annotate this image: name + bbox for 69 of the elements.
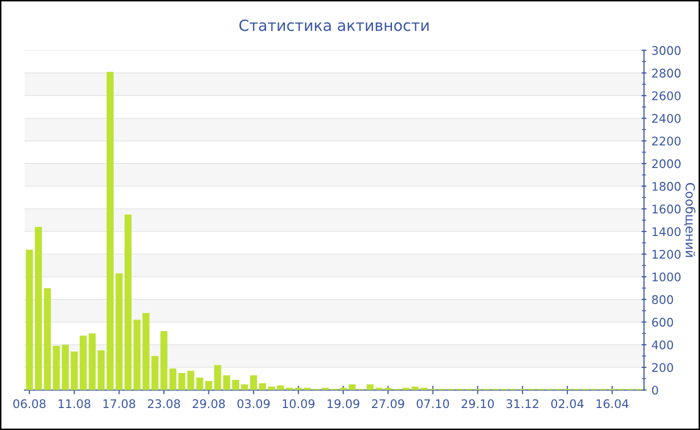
bar <box>34 226 42 390</box>
y-tick-label: 2800 <box>652 68 681 78</box>
bar <box>241 384 248 390</box>
x-tick-label: 17.08 <box>103 399 136 408</box>
bar <box>134 320 141 390</box>
y-tick-label: 800 <box>652 295 674 304</box>
bar <box>402 388 410 390</box>
x-tick-label: 23.08 <box>148 399 180 408</box>
x-tick-label: 03.09 <box>237 399 270 408</box>
bar <box>259 383 266 390</box>
bar <box>187 370 194 390</box>
bar <box>411 386 418 390</box>
y-tick-label: 1000 <box>652 272 681 282</box>
bar <box>62 344 69 390</box>
x-tick-label: 07.10 <box>416 399 449 408</box>
bar <box>420 388 428 390</box>
x-tick-label: 11.08 <box>58 399 90 408</box>
bar <box>106 72 114 390</box>
bar <box>169 368 176 390</box>
y-tick-label: 200 <box>652 363 674 372</box>
bar <box>223 375 230 390</box>
bar <box>178 373 186 390</box>
bar <box>142 313 150 390</box>
bar <box>151 356 158 390</box>
y-tick-label: 600 <box>652 318 674 327</box>
bar <box>348 384 356 390</box>
bar <box>268 386 275 390</box>
bar <box>88 333 96 390</box>
y-tick-label: 2000 <box>652 159 681 168</box>
chart-title: Статистика активности <box>239 20 429 32</box>
bar <box>294 388 302 390</box>
y-tick-label: 0 <box>652 386 658 395</box>
y-tick-label: 1200 <box>652 250 681 259</box>
y-tick-label: 2600 <box>652 91 681 100</box>
x-tick-label: 29.10 <box>462 399 494 408</box>
bar <box>304 388 311 390</box>
y-tick-label: 1600 <box>652 204 681 214</box>
bar <box>160 331 168 390</box>
x-tick-label: 19.09 <box>328 399 360 408</box>
y-tick-label: 400 <box>652 340 674 350</box>
x-tick-label: 27.09 <box>372 399 404 408</box>
y-tick-label: 2400 <box>652 114 681 123</box>
bar <box>322 388 329 390</box>
bar <box>52 346 60 390</box>
bar <box>286 388 293 390</box>
bar <box>214 365 222 390</box>
y-axis-title: Сообщений <box>684 183 696 257</box>
bar <box>376 388 383 390</box>
bar <box>98 350 105 390</box>
bar <box>116 273 123 390</box>
bar <box>124 214 132 390</box>
x-tick-label: 16.04 <box>596 399 628 408</box>
y-tick-label: 1800 <box>652 182 681 191</box>
y-tick-label: 3000 <box>652 46 681 55</box>
bar <box>26 250 33 390</box>
bar <box>366 384 374 390</box>
bar <box>250 375 258 390</box>
y-tick-label: 1400 <box>652 227 681 236</box>
y-tick-label: 2200 <box>652 136 681 146</box>
bar <box>44 288 51 390</box>
bar <box>340 388 347 390</box>
x-tick-label: 02.04 <box>551 399 584 408</box>
x-tick-label: 29.08 <box>192 399 225 408</box>
x-tick-label: 31.12 <box>506 399 538 408</box>
bar <box>232 380 240 390</box>
bar <box>384 388 392 390</box>
x-tick-label: 10.09 <box>282 399 314 408</box>
x-tick-label: 06.08 <box>13 399 46 408</box>
bar <box>276 385 284 390</box>
